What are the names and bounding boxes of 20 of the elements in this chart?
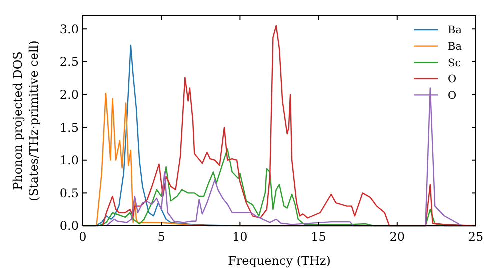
- y-tick-label: 2.5: [60, 55, 79, 70]
- legend-label: Ba: [448, 40, 462, 53]
- x-axis-title: Frequency (THz): [228, 254, 331, 268]
- legend-label: Ba: [448, 24, 462, 37]
- legend-label: O: [448, 74, 457, 86]
- x-tick-label: 20: [390, 230, 406, 244]
- y-tick-label: 1.5: [60, 120, 79, 135]
- x-tick-label: 5: [158, 230, 166, 244]
- x-tick-label: 25: [468, 230, 484, 244]
- x-tick-label: 10: [232, 230, 248, 244]
- legend-label: O: [448, 90, 457, 102]
- y-tick-label: 1.0: [60, 154, 79, 168]
- y-tick-label: 2.0: [60, 88, 79, 102]
- y-tick-label: 3.0: [60, 22, 79, 36]
- y-axis-title: Phonon projected DOS (States/THz·primitive cell): [11, 40, 41, 202]
- legend-label: Sc: [448, 57, 462, 70]
- y-tick-label: 0.0: [60, 219, 79, 234]
- x-tick-label: 15: [311, 230, 326, 244]
- x-tick-label: 0: [79, 230, 87, 244]
- y-tick-label: 0.5: [60, 186, 79, 200]
